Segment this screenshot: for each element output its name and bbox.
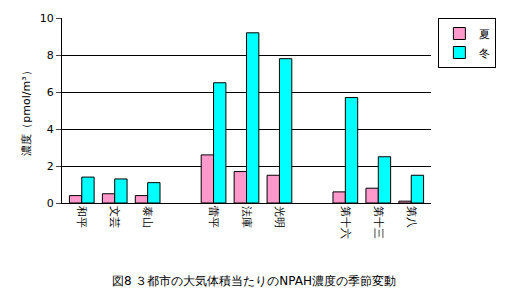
svg-text:蕾平: 蕾平 — [207, 206, 220, 228]
svg-text:2: 2 — [47, 160, 54, 173]
svg-text:第十三: 第十三 — [372, 206, 385, 239]
svg-text:6: 6 — [47, 86, 54, 99]
svg-text:0: 0 — [47, 197, 54, 210]
svg-text:8: 8 — [47, 49, 54, 62]
svg-text:冬: 冬 — [479, 47, 490, 60]
svg-text:泰山: 泰山 — [141, 206, 154, 228]
svg-text:和平: 和平 — [75, 206, 88, 228]
svg-text:法庫: 法庫 — [240, 206, 253, 228]
svg-text:第八: 第八 — [405, 206, 418, 228]
svg-text:光明: 光明 — [273, 206, 286, 228]
svg-text:夏: 夏 — [479, 28, 490, 41]
svg-text:濃度（pmol/m³）: 濃度（pmol/m³） — [20, 65, 33, 155]
svg-text:図8 ３都市の大気体積当たりのNPAH濃度の季節変動: 図8 ３都市の大気体積当たりのNPAH濃度の季節変動 — [112, 274, 396, 288]
svg-text:文芸: 文芸 — [108, 206, 121, 228]
svg-text:第十六: 第十六 — [339, 206, 352, 239]
svg-text:10: 10 — [40, 12, 54, 25]
svg-text:4: 4 — [47, 123, 54, 136]
